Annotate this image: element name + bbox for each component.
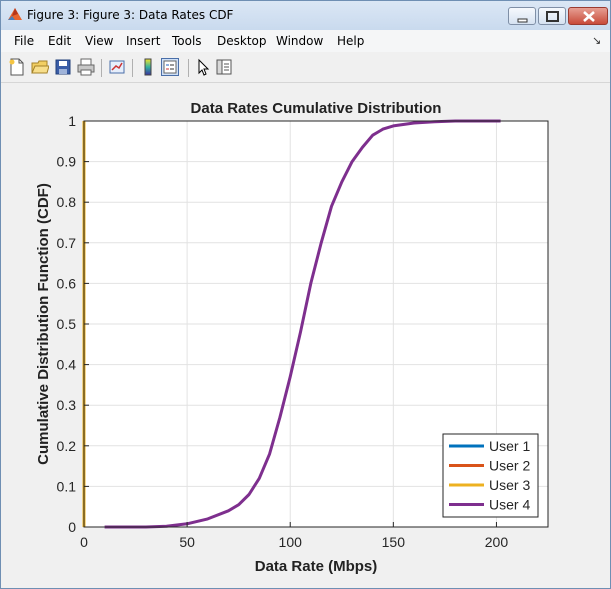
colorbar-icon[interactable] — [139, 58, 157, 76]
y-tick-label: 0.8 — [57, 194, 77, 210]
toolbar-separator — [188, 59, 189, 77]
y-tick-label: 0.9 — [57, 154, 77, 170]
y-tick-label: 0.1 — [57, 478, 77, 494]
x-tick-label: 150 — [382, 534, 406, 550]
y-tick-label: 0.6 — [57, 275, 77, 291]
menu-window[interactable]: Window — [276, 34, 324, 48]
link-plot-icon[interactable] — [108, 58, 126, 76]
window-title: Figure 3: Figure 3: Data Rates CDF — [27, 8, 234, 22]
figure-area: 0 50 100 150 200 0 0.1 0.2 0.3 0.4 0.5 0.6 0.7 0.8 0.9… — [5, 85, 606, 585]
dock-arrow-icon[interactable]: ↘ — [592, 34, 602, 47]
menu-insert[interactable]: Insert — [126, 34, 161, 48]
toolbar — [1, 54, 610, 83]
x-tick-label: 0 — [80, 534, 88, 550]
menu-file[interactable]: File — [14, 34, 35, 48]
toolbar-separator — [132, 59, 133, 77]
menu-tools[interactable]: Tools — [172, 34, 202, 48]
chart-title: Data Rates Cumulative Distribution — [191, 100, 442, 117]
x-tick-label: 100 — [279, 534, 303, 550]
y-tick-label: 0.4 — [57, 357, 77, 373]
x-tick-label: 50 — [179, 534, 195, 550]
y-tick-label: 0.2 — [57, 438, 77, 454]
minimize-icon — [517, 18, 528, 23]
y-axis-label: Cumulative Distribution Function (CDF) — [35, 183, 52, 465]
print-icon[interactable] — [77, 58, 95, 76]
maximize-button[interactable] — [538, 7, 566, 25]
legend-label: User 2 — [489, 458, 530, 474]
close-icon — [583, 11, 595, 22]
legend-label: User 3 — [489, 477, 530, 493]
minimize-button[interactable] — [508, 7, 536, 25]
menu-help[interactable]: Help — [337, 34, 365, 48]
save-icon[interactable] — [54, 58, 72, 76]
legend-label: User 1 — [489, 438, 530, 454]
close-button[interactable] — [568, 7, 608, 25]
maximize-icon — [546, 11, 559, 22]
matlab-logo-icon — [8, 8, 22, 20]
title-bar[interactable]: Figure 3: Figure 3: Data Rates CDF — [1, 1, 610, 30]
property-editor-icon[interactable] — [215, 58, 233, 76]
x-axis-label: Data Rate (Mbps) — [255, 558, 378, 575]
legend-icon[interactable] — [161, 58, 179, 76]
toolbar-separator — [101, 59, 102, 77]
menu-edit[interactable]: Edit — [48, 34, 72, 48]
menu-bar: File Edit View Insert Tools Desktop Wind… — [1, 30, 610, 52]
y-tick-label: 0 — [68, 519, 76, 535]
legend-label: User 4 — [489, 497, 530, 513]
y-tick-label: 0.5 — [57, 316, 77, 332]
legend[interactable]: User 1 User 2 User 3 User 4 — [442, 433, 539, 518]
cdf-chart[interactable]: 0 50 100 150 200 0 0.1 0.2 0.3 0.4 0.5 0.6 0.7 0.8 0.9… — [5, 85, 606, 585]
menu-desktop[interactable]: Desktop — [217, 34, 267, 48]
axis-ticks: 0 50 100 150 200 0 0.1 0.2 0.3 0.4 0.5 0.6 0.7 0.8 0.9… — [57, 113, 509, 550]
x-tick-label: 200 — [485, 534, 509, 550]
menu-view[interactable]: View — [85, 34, 114, 48]
series-line-user-4 — [104, 119, 501, 529]
y-tick-label: 0.3 — [57, 397, 77, 413]
pointer-icon[interactable] — [195, 58, 213, 76]
y-tick-label: 1 — [68, 113, 76, 129]
new-figure-icon[interactable] — [8, 58, 26, 76]
open-file-icon[interactable] — [31, 58, 49, 76]
y-tick-label: 0.7 — [57, 235, 77, 251]
